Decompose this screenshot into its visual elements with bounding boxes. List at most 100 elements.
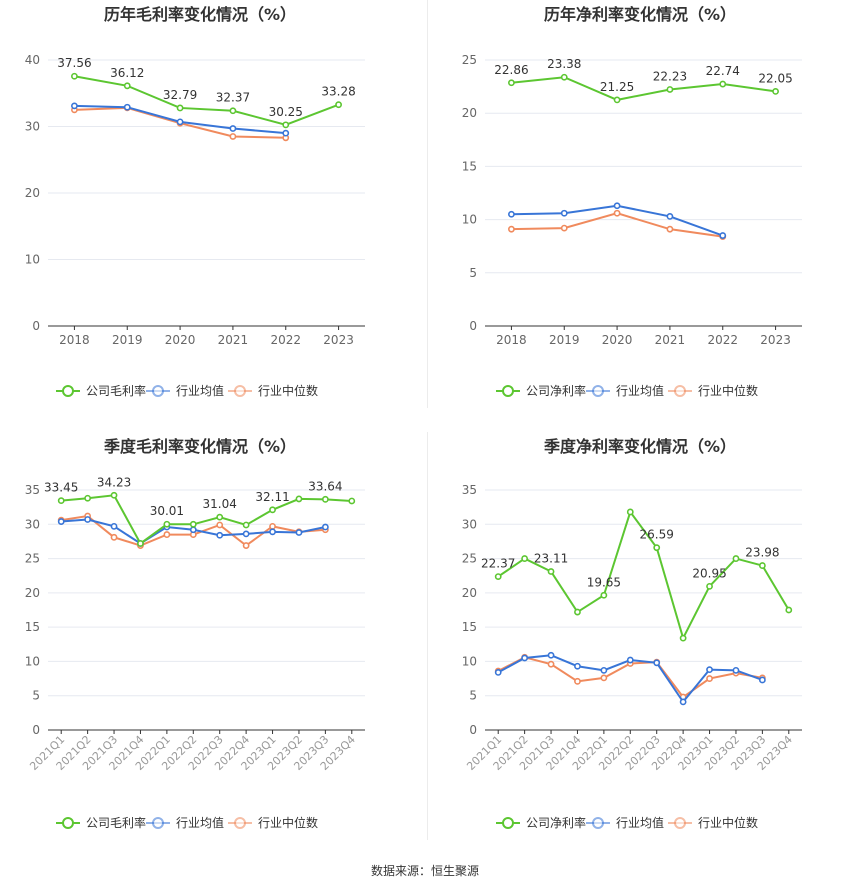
data-point[interactable] xyxy=(123,82,131,90)
data-point[interactable] xyxy=(719,80,727,88)
data-point[interactable] xyxy=(613,96,621,104)
data-point[interactable] xyxy=(666,86,674,93)
data-point[interactable] xyxy=(626,656,634,664)
data-point[interactable] xyxy=(613,202,621,210)
data-point[interactable] xyxy=(706,675,713,682)
data-point[interactable] xyxy=(163,520,171,528)
data-point[interactable] xyxy=(295,495,303,503)
data-point[interactable] xyxy=(732,555,740,562)
data-point[interactable] xyxy=(508,79,515,87)
data-point[interactable] xyxy=(574,662,581,670)
data-point[interactable] xyxy=(229,125,237,132)
legend-item-2[interactable]: 行业均值 xyxy=(586,815,664,830)
data-point[interactable] xyxy=(269,522,276,530)
data-point[interactable] xyxy=(335,101,342,109)
data-point[interactable] xyxy=(57,497,65,505)
data-point[interactable] xyxy=(600,591,608,599)
data-point[interactable] xyxy=(216,513,224,521)
data-point[interactable] xyxy=(176,118,184,126)
data-point[interactable] xyxy=(521,654,529,662)
data-point[interactable] xyxy=(494,669,502,676)
data-point[interactable] xyxy=(123,103,131,111)
data-point[interactable] xyxy=(242,521,250,529)
data-point[interactable] xyxy=(229,107,237,115)
data-point[interactable] xyxy=(321,495,329,503)
data-point[interactable] xyxy=(295,529,303,536)
data-point[interactable] xyxy=(282,129,290,137)
data-point[interactable] xyxy=(189,520,197,528)
data-point[interactable] xyxy=(653,544,661,552)
data-point[interactable] xyxy=(600,674,608,682)
data-point[interactable] xyxy=(110,533,118,541)
legend-item-2[interactable]: 行业均值 xyxy=(146,815,224,830)
data-point[interactable] xyxy=(758,676,766,684)
legend-item-3[interactable]: 行业中位数 xyxy=(668,383,758,398)
data-point[interactable] xyxy=(110,522,118,530)
y-tick-label: 20 xyxy=(25,186,40,200)
data-point[interactable] xyxy=(521,555,529,562)
data-point[interactable] xyxy=(348,497,356,505)
data-point[interactable] xyxy=(216,521,224,529)
data-point[interactable] xyxy=(574,608,581,616)
data-point[interactable] xyxy=(189,526,197,534)
data-point[interactable] xyxy=(216,531,224,539)
data-point[interactable] xyxy=(772,87,779,95)
legend-item-1[interactable]: 公司毛利率 xyxy=(56,383,146,398)
legend-item-2[interactable]: 行业均值 xyxy=(586,383,664,398)
data-point[interactable] xyxy=(494,573,502,581)
data-point[interactable] xyxy=(666,213,674,220)
data-point[interactable] xyxy=(679,634,687,642)
legend-item-1[interactable]: 公司净利率 xyxy=(496,383,586,398)
data-point[interactable] xyxy=(758,562,766,569)
data-point[interactable] xyxy=(666,225,674,233)
data-point[interactable] xyxy=(600,666,608,674)
data-point[interactable] xyxy=(547,660,555,668)
data-point[interactable] xyxy=(547,651,555,659)
data-point[interactable] xyxy=(679,698,687,706)
y-tick-label: 40 xyxy=(25,53,40,67)
data-point[interactable] xyxy=(508,210,515,218)
data-point[interactable] xyxy=(719,232,727,239)
data-point[interactable] xyxy=(163,531,171,538)
data-point[interactable] xyxy=(176,104,184,112)
data-point[interactable] xyxy=(560,209,568,217)
y-tick-label: 10 xyxy=(25,654,40,668)
data-point[interactable] xyxy=(574,677,581,685)
x-tick-label: 2023 xyxy=(760,333,791,347)
data-point[interactable] xyxy=(242,530,250,538)
legend-item-3[interactable]: 行业中位数 xyxy=(668,815,758,830)
data-point[interactable] xyxy=(71,102,78,110)
data-point[interactable] xyxy=(706,666,713,674)
data-point[interactable] xyxy=(57,518,65,525)
data-point[interactable] xyxy=(508,225,515,233)
data-point[interactable] xyxy=(229,133,237,140)
data-point[interactable] xyxy=(785,606,793,614)
data-point[interactable] xyxy=(137,540,144,547)
data-point[interactable] xyxy=(84,516,92,523)
data-point[interactable] xyxy=(71,72,78,80)
data-point[interactable] xyxy=(321,523,329,531)
data-point[interactable] xyxy=(560,73,568,81)
x-tick-label: 2022 xyxy=(270,333,301,347)
legend-item-3[interactable]: 行业中位数 xyxy=(228,815,318,830)
data-point[interactable] xyxy=(547,568,555,575)
y-tick-label: 15 xyxy=(462,620,477,634)
data-point[interactable] xyxy=(242,542,250,549)
legend-item-3[interactable]: 行业中位数 xyxy=(228,383,318,398)
data-label: 23.38 xyxy=(547,57,581,71)
data-point[interactable] xyxy=(269,528,276,536)
data-point[interactable] xyxy=(269,506,276,514)
legend-item-2[interactable]: 行业均值 xyxy=(146,383,224,398)
data-point[interactable] xyxy=(653,659,661,667)
data-point[interactable] xyxy=(613,209,621,217)
data-point[interactable] xyxy=(282,121,290,129)
data-point[interactable] xyxy=(110,491,118,499)
data-point[interactable] xyxy=(84,494,92,502)
data-point[interactable] xyxy=(706,582,713,590)
data-point[interactable] xyxy=(732,666,740,674)
data-point[interactable] xyxy=(626,508,634,516)
legend-item-1[interactable]: 公司净利率 xyxy=(496,815,586,830)
legend-item-1[interactable]: 公司毛利率 xyxy=(56,815,146,830)
y-tick-label: 0 xyxy=(469,723,477,737)
data-point[interactable] xyxy=(560,224,568,232)
